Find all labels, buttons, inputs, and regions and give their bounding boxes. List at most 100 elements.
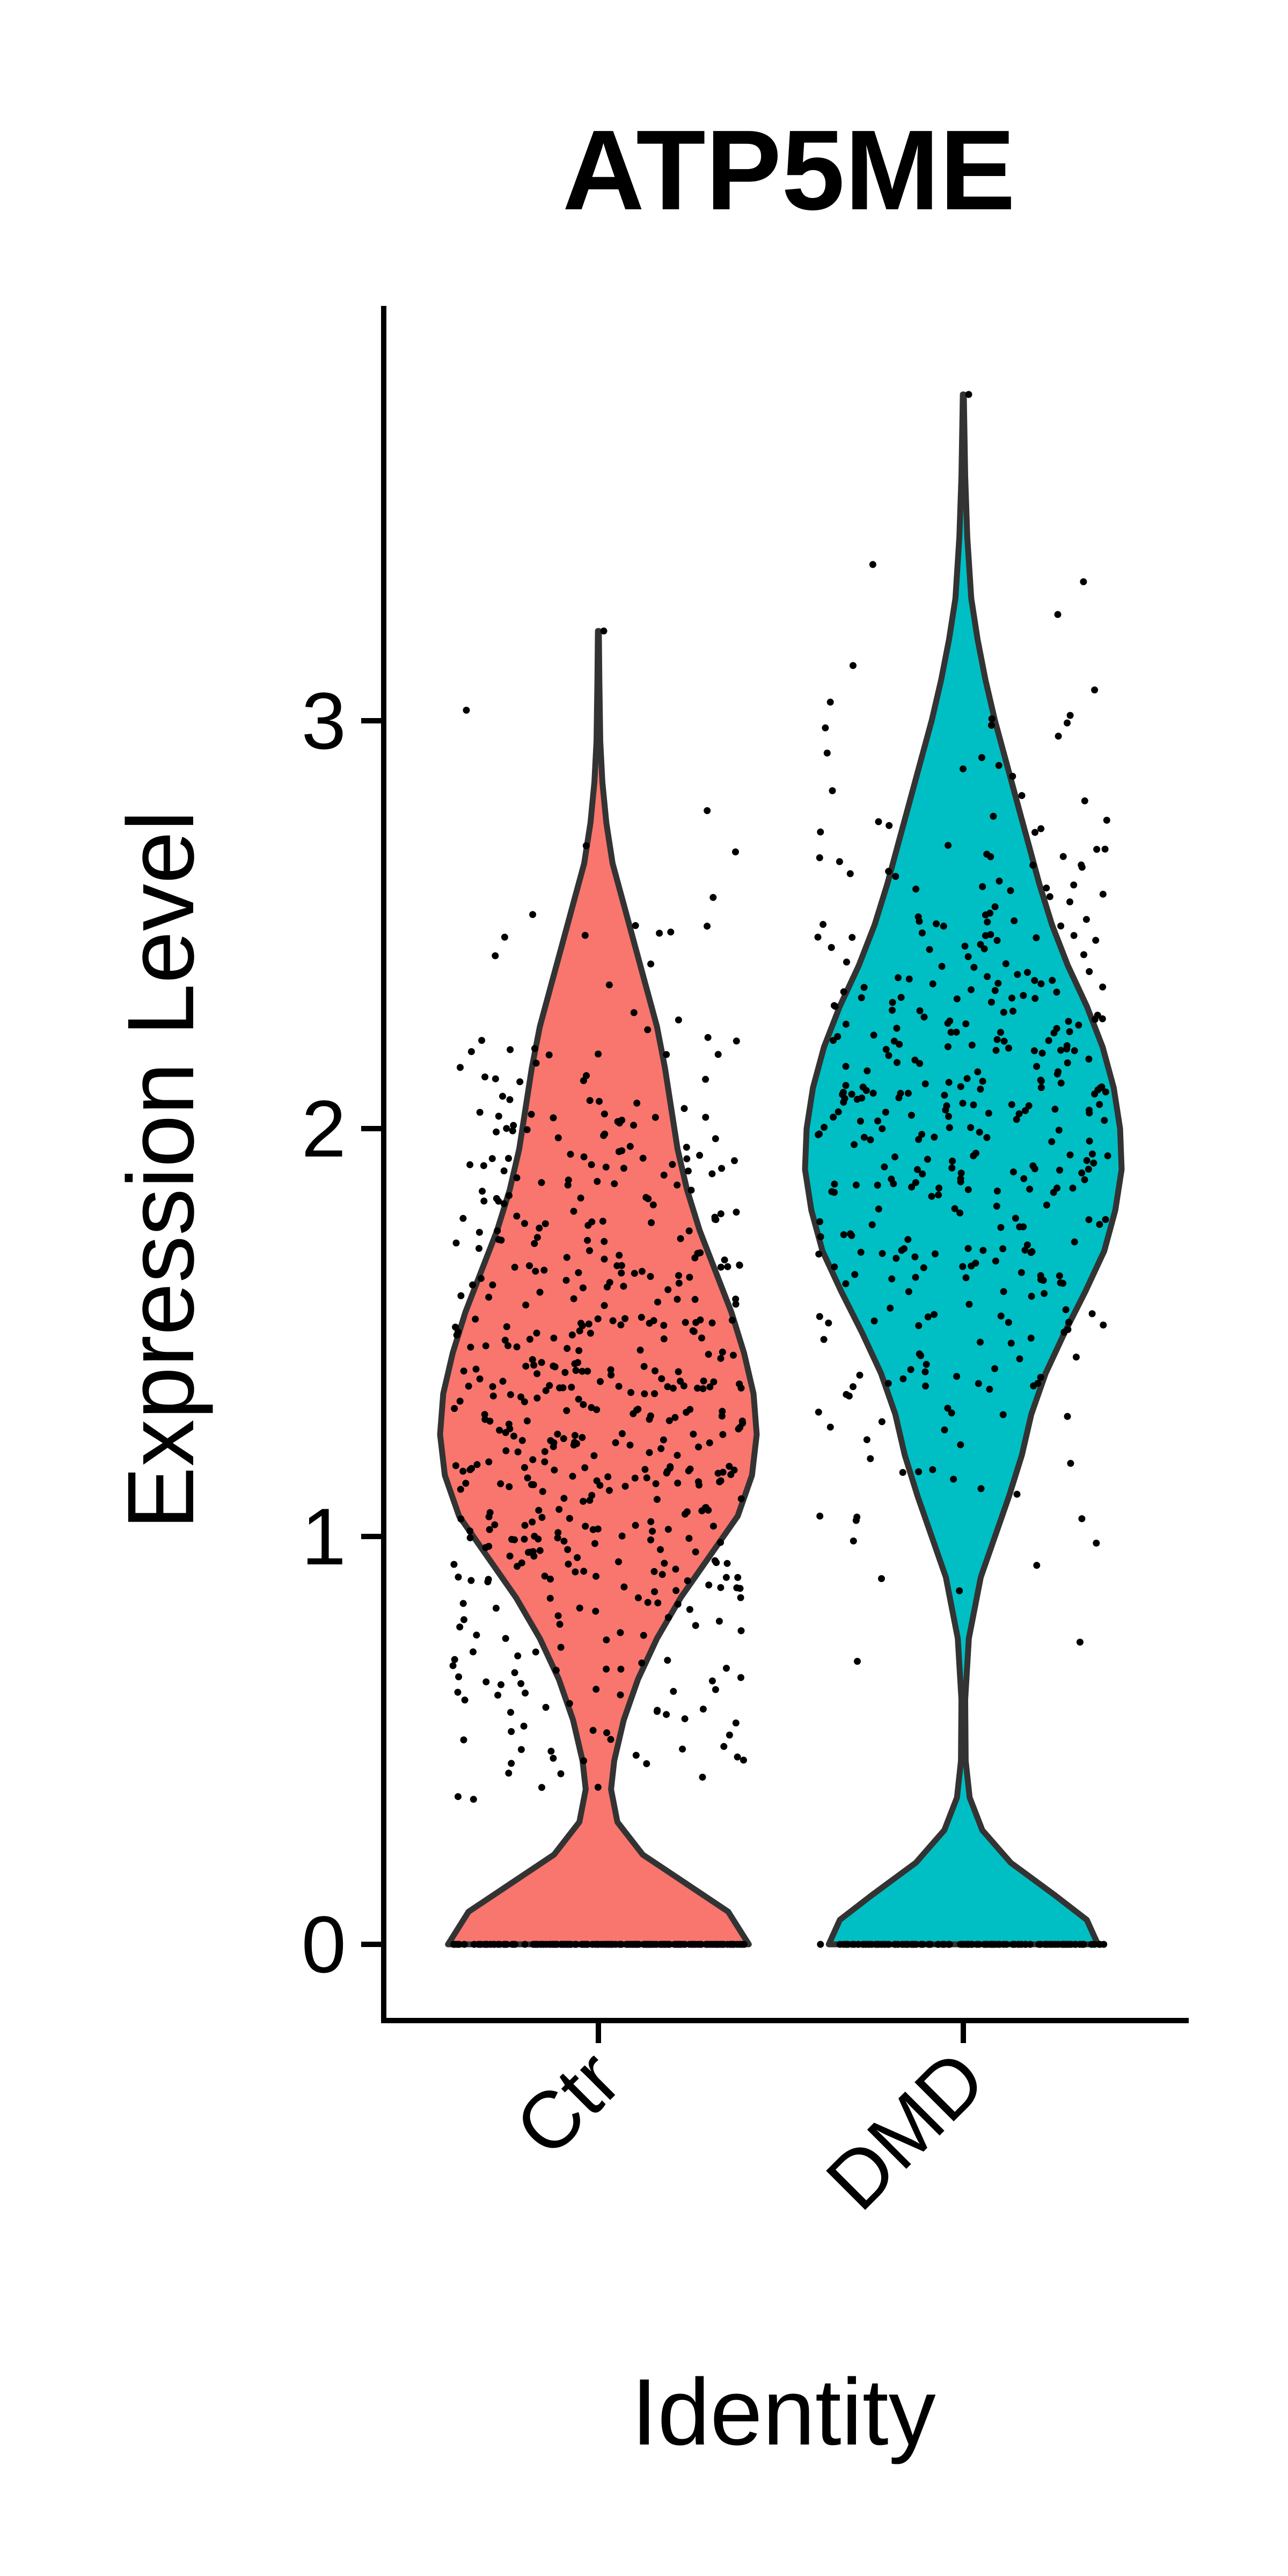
data-point xyxy=(650,1568,658,1575)
data-point xyxy=(538,1941,545,1948)
data-point xyxy=(1089,1150,1096,1158)
data-point xyxy=(975,1380,982,1387)
data-point xyxy=(964,953,972,961)
data-point xyxy=(539,1488,546,1495)
data-point xyxy=(734,1574,742,1581)
data-point xyxy=(836,858,843,865)
data-point xyxy=(962,1020,970,1028)
data-point xyxy=(918,929,926,936)
data-point xyxy=(699,1385,707,1393)
data-point xyxy=(603,1636,610,1644)
data-point xyxy=(879,1250,886,1257)
data-point xyxy=(986,910,994,917)
data-point xyxy=(997,1312,1005,1320)
data-point xyxy=(502,1429,509,1436)
data-point xyxy=(571,1941,579,1948)
data-point xyxy=(541,1572,548,1580)
data-point xyxy=(970,1152,977,1160)
data-point xyxy=(556,1621,564,1628)
data-point xyxy=(644,1941,652,1948)
data-point xyxy=(960,765,967,773)
data-point xyxy=(964,1245,972,1252)
data-point xyxy=(977,1338,984,1346)
data-point xyxy=(577,1194,584,1202)
data-point xyxy=(860,1133,868,1141)
data-point xyxy=(904,1236,912,1243)
data-point xyxy=(657,1445,665,1452)
data-point xyxy=(816,854,823,861)
data-point xyxy=(664,1614,672,1621)
data-point xyxy=(1051,1106,1059,1113)
data-point xyxy=(985,1109,992,1117)
data-point xyxy=(1078,1515,1086,1523)
data-point xyxy=(568,1384,575,1391)
data-point xyxy=(698,1334,705,1342)
data-point xyxy=(858,994,865,1001)
data-point xyxy=(561,1368,569,1376)
data-point xyxy=(545,1051,553,1059)
data-point xyxy=(984,918,991,926)
data-point xyxy=(615,1148,623,1155)
data-point xyxy=(814,933,822,941)
data-point xyxy=(1026,1185,1034,1193)
data-point xyxy=(486,1526,493,1533)
data-point xyxy=(1053,989,1060,996)
data-point xyxy=(475,1228,483,1236)
data-point xyxy=(719,1408,726,1415)
data-point xyxy=(1065,1018,1072,1025)
data-point xyxy=(605,981,613,989)
data-point xyxy=(572,1568,579,1576)
data-point xyxy=(1020,1175,1028,1182)
data-point xyxy=(918,1131,926,1138)
data-point xyxy=(499,1093,506,1100)
data-point xyxy=(970,1101,977,1109)
data-point xyxy=(481,1411,488,1418)
data-point xyxy=(737,1627,745,1635)
data-point xyxy=(990,813,997,820)
data-point xyxy=(649,1201,657,1209)
data-point xyxy=(469,1281,477,1289)
data-point xyxy=(658,1375,665,1382)
data-point xyxy=(941,1426,948,1433)
data-point xyxy=(660,1172,668,1179)
y-axis-title: Expression Level xyxy=(108,810,214,1529)
data-point xyxy=(528,1110,535,1118)
data-point xyxy=(697,1249,704,1256)
data-point xyxy=(830,1114,837,1121)
data-point xyxy=(514,1652,522,1659)
data-point xyxy=(736,1424,744,1431)
data-point xyxy=(626,1143,634,1150)
data-point xyxy=(535,1506,543,1514)
data-point xyxy=(931,1311,938,1318)
x-tick-label-ctr: Ctr xyxy=(497,2033,637,2173)
data-point xyxy=(993,936,1001,944)
data-point xyxy=(502,1635,509,1642)
data-point xyxy=(1014,971,1021,978)
data-point xyxy=(1007,887,1014,894)
data-point xyxy=(945,841,952,849)
data-point xyxy=(461,1696,469,1704)
data-point xyxy=(476,1375,484,1382)
data-point xyxy=(575,1269,582,1276)
data-point xyxy=(612,1439,619,1446)
data-point xyxy=(531,1941,539,1948)
data-point xyxy=(1033,1562,1041,1569)
data-point xyxy=(509,1941,516,1948)
data-point xyxy=(672,1565,679,1573)
data-point xyxy=(894,1059,901,1066)
data-point xyxy=(530,1481,537,1488)
data-point xyxy=(472,1315,479,1323)
data-point xyxy=(953,1373,961,1380)
data-point xyxy=(669,1161,676,1168)
data-point xyxy=(560,1941,568,1948)
data-point xyxy=(664,1468,671,1475)
data-point xyxy=(618,1269,625,1277)
data-point xyxy=(1034,1380,1042,1387)
data-point xyxy=(626,1441,634,1449)
data-point xyxy=(928,1192,935,1200)
data-point xyxy=(643,1760,650,1767)
data-point xyxy=(656,930,663,937)
data-point xyxy=(459,1600,467,1607)
data-point xyxy=(513,1174,521,1182)
data-point xyxy=(462,1480,470,1487)
